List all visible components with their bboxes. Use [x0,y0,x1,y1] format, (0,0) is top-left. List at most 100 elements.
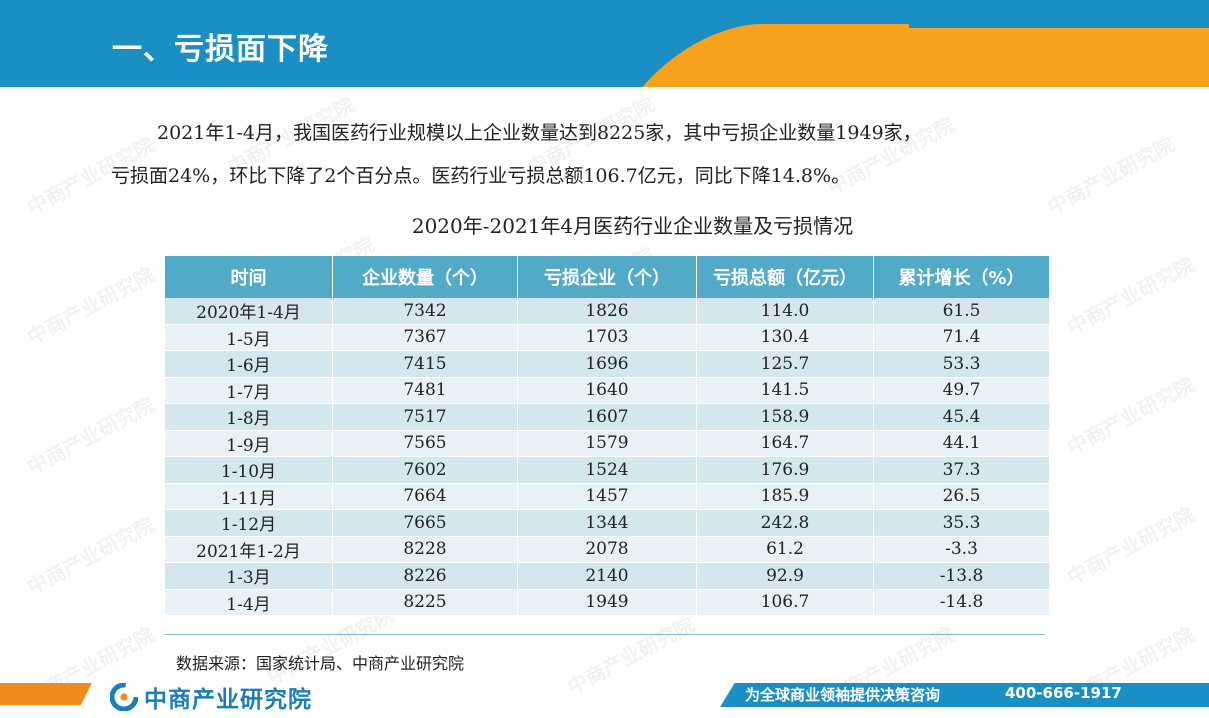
cell-total-loss: 114.0 [696,298,874,325]
cell-enterprise-count: 7665 [332,509,518,537]
cell-cumulative-growth: 44.1 [873,430,1050,457]
cell-total-loss: 185.9 [696,483,874,510]
column-header-enterprise-count: 企业数量（个） [332,256,518,298]
table-row: 1-5月 7367 1703 130.4 71.4 [165,324,1050,351]
footer-logo: 中商产业研究院 [109,680,312,714]
cell-cumulative-growth: 71.4 [873,324,1050,351]
table-row: 1-8月 7517 1607 158.9 45.4 [165,403,1050,431]
table-row: 2020年1-4月 7342 1826 114.0 61.5 [165,298,1050,325]
footer-slogan: 为全球商业领袖提供决策咨询 [745,686,941,704]
column-header-time: 时间 [165,256,333,298]
divider-line [165,634,1045,635]
cell-enterprise-count: 7602 [332,456,518,484]
cell-cumulative-growth: 49.7 [873,377,1050,404]
cell-time: 1-4月 [165,589,333,616]
cell-time: 1-8月 [165,403,333,431]
cell-loss-enterprises: 1344 [517,509,697,537]
cell-enterprise-count: 8226 [332,562,518,590]
watermark-text: 中商产业研究院 [23,392,159,480]
intro-line-1: 2021年1-4月，我国医药行业规模以上企业数量达到8225家，其中亏损企业数量… [157,122,922,144]
table-row: 1-9月 7565 1579 164.7 44.1 [165,430,1050,457]
cell-total-loss: 164.7 [696,430,874,457]
footer-brand: 中商产业研究院 [144,687,312,713]
cell-total-loss: 176.9 [696,456,874,484]
column-header-cumulative-growth: 累计增长（%） [873,256,1050,298]
cell-cumulative-growth: 45.4 [873,403,1050,431]
cell-total-loss: 130.4 [696,324,874,351]
table-body: 2020年1-4月 7342 1826 114.0 61.5 1-5月 7367 1703 13… [165,298,1050,616]
watermark-text: 中商产业研究院 [1063,502,1199,590]
cell-enterprise-count: 7342 [332,298,518,325]
cell-cumulative-growth: 61.5 [873,298,1050,325]
cell-total-loss: 141.5 [696,377,874,404]
cell-cumulative-growth: 35.3 [873,509,1050,537]
cell-enterprise-count: 7415 [332,350,518,378]
table-row: 1-7月 7481 1640 141.5 49.7 [165,377,1050,404]
table-row: 1-10月 7602 1524 176.9 37.3 [165,456,1050,484]
cell-cumulative-growth: -3.3 [873,536,1050,563]
cell-time: 1-12月 [165,509,333,537]
cell-time: 1-9月 [165,430,333,457]
cell-time: 1-7月 [165,377,333,404]
cell-loss-enterprises: 2140 [517,562,697,590]
cell-loss-enterprises: 1579 [517,430,697,457]
company-logo-icon [109,682,139,712]
table-row: 1-11月 7664 1457 185.9 26.5 [165,483,1050,510]
intro-line-2: 亏损面24%，环比下降了2个百分点。医药行业亏损总额106.7亿元，同比下降14… [111,165,851,187]
cell-enterprise-count: 7481 [332,377,518,404]
watermark-text: 中商产业研究院 [1063,372,1199,460]
cell-time: 1-5月 [165,324,333,351]
data-table: 时间 企业数量（个） 亏损企业（个） 亏损总额（亿元） 累计增长（%） 2020… [165,256,1050,616]
footer-orange-bar [0,683,92,705]
cell-enterprise-count: 7664 [332,483,518,510]
cell-total-loss: 125.7 [696,350,874,378]
cell-cumulative-growth: -13.8 [873,562,1050,590]
cell-loss-enterprises: 1524 [517,456,697,484]
header-orange-accent [608,24,1209,87]
cell-cumulative-growth: 26.5 [873,483,1050,510]
table-header-row: 时间 企业数量（个） 亏损企业（个） 亏损总额（亿元） 累计增长（%） [165,256,1050,298]
column-header-total-loss: 亏损总额（亿元） [696,256,874,298]
cell-cumulative-growth: 37.3 [873,456,1050,484]
cell-time: 1-10月 [165,456,333,484]
cell-loss-enterprises: 1949 [517,589,697,616]
cell-time: 1-11月 [165,483,333,510]
cell-loss-enterprises: 1703 [517,324,697,351]
footer-blue-bar [720,683,1209,707]
cell-time: 1-3月 [165,562,333,590]
cell-enterprise-count: 7517 [332,403,518,431]
table-row: 1-12月 7665 1344 242.8 35.3 [165,509,1050,537]
cell-enterprise-count: 8225 [332,589,518,616]
cell-enterprise-count: 7565 [332,430,518,457]
cell-loss-enterprises: 1826 [517,298,697,325]
cell-time: 2021年1-2月 [165,536,333,563]
cell-loss-enterprises: 1696 [517,350,697,378]
cell-time: 1-6月 [165,350,333,378]
column-header-loss-enterprises: 亏损企业（个） [517,256,697,298]
cell-cumulative-growth: 53.3 [873,350,1050,378]
table-row: 1-4月 8225 1949 106.7 -14.8 [165,589,1050,616]
watermark-text: 中商产业研究院 [1063,252,1199,340]
header-banner [0,0,1209,87]
watermark-text: 中商产业研究院 [23,262,159,350]
cell-loss-enterprises: 1457 [517,483,697,510]
watermark-text: 中商产业研究院 [23,512,159,600]
table-row: 2021年1-2月 8228 2078 61.2 -3.3 [165,536,1050,563]
table-row: 1-3月 8226 2140 92.9 -13.8 [165,562,1050,590]
intro-paragraph: 2021年1-4月，我国医药行业规模以上企业数量达到8225家，其中亏损企业数量… [111,112,1101,198]
table-title: 2020年-2021年4月医药行业企业数量及亏损情况 [411,214,854,238]
cell-cumulative-growth: -14.8 [873,589,1050,616]
cell-total-loss: 61.2 [696,536,874,563]
cell-enterprise-count: 7367 [332,324,518,351]
cell-total-loss: 242.8 [696,509,874,537]
cell-total-loss: 106.7 [696,589,874,616]
cell-total-loss: 92.9 [696,562,874,590]
cell-total-loss: 158.9 [696,403,874,431]
cell-loss-enterprises: 1640 [517,377,697,404]
cell-time: 2020年1-4月 [165,298,333,325]
cell-enterprise-count: 8228 [332,536,518,563]
cell-loss-enterprises: 1607 [517,403,697,431]
watermark-text: 中商产业研究院 [563,612,699,700]
data-source: 数据来源：国家统计局、中商产业研究院 [176,654,465,673]
cell-loss-enterprises: 2078 [517,536,697,563]
